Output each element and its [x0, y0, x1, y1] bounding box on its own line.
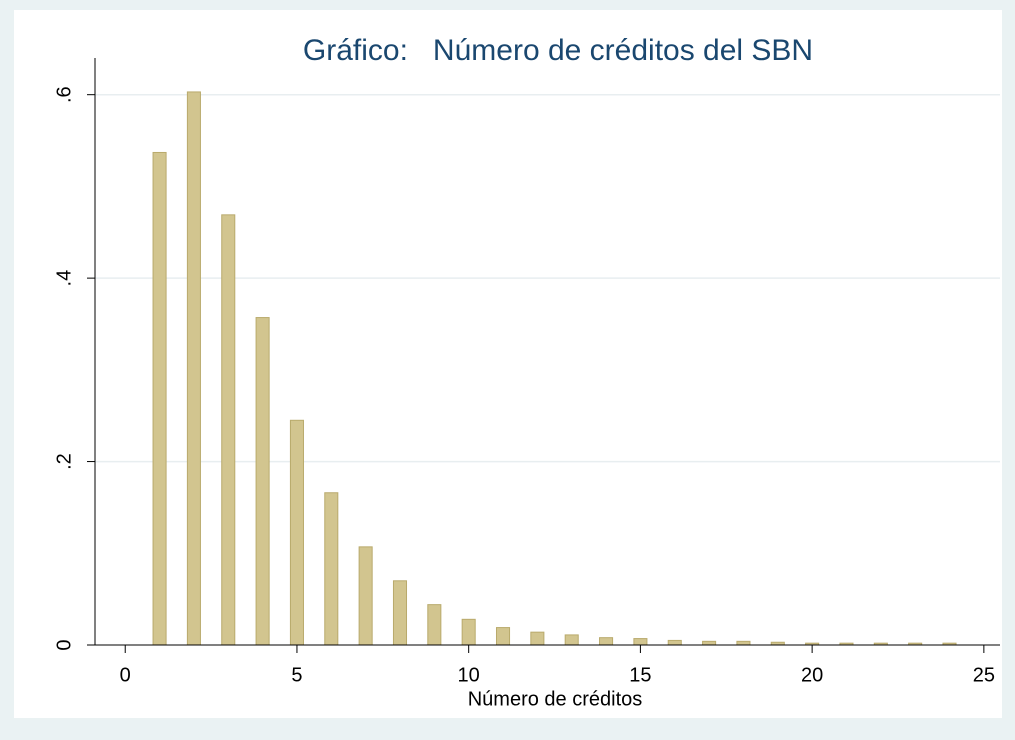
x-tick-label: 20 [801, 664, 823, 686]
y-tick-label: .4 [53, 270, 75, 287]
y-tick-label: 0 [53, 639, 75, 650]
y-tick-label: .2 [53, 453, 75, 470]
x-tick-label: 10 [458, 664, 480, 686]
bar [358, 546, 373, 646]
bar [495, 627, 511, 646]
bar [461, 618, 476, 646]
x-tick-label: 5 [291, 664, 302, 686]
bar [427, 604, 442, 646]
bar [221, 214, 236, 646]
x-axis-title: Número de créditos [468, 688, 643, 710]
x-tick-label: 25 [973, 664, 995, 686]
bar [186, 91, 201, 646]
bar [289, 419, 304, 646]
bar [392, 580, 408, 646]
plot-background [14, 10, 1002, 718]
bar [633, 638, 648, 646]
chart-title: Gráfico: Número de créditos del SBN [303, 34, 813, 67]
bar [736, 640, 751, 646]
bar [152, 151, 167, 646]
y-tick-label: .6 [53, 86, 75, 103]
bar [255, 317, 270, 646]
bar [702, 640, 717, 646]
bar [564, 634, 579, 646]
bar [530, 631, 545, 646]
bar [599, 637, 614, 646]
bar [667, 639, 682, 646]
x-tick-label: 15 [629, 664, 651, 686]
x-tick-label: 0 [120, 664, 131, 686]
bar [324, 492, 339, 646]
